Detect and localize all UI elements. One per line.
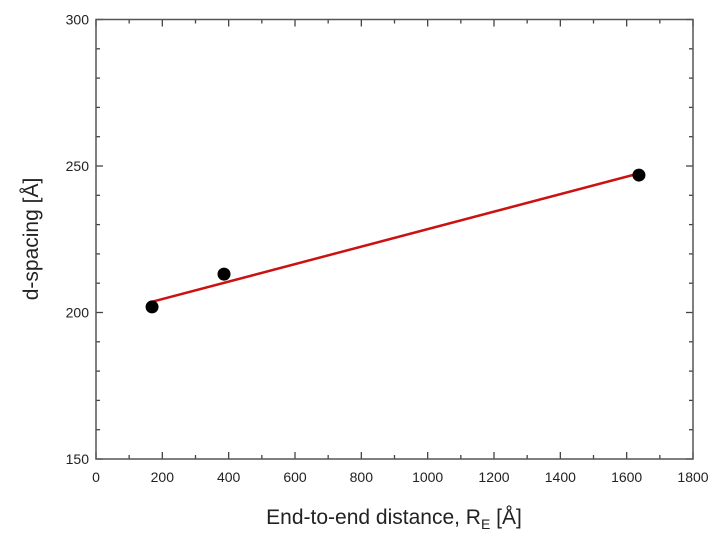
x-tick-label: 600	[283, 469, 307, 485]
ticks	[95, 18, 694, 460]
y-tick-label: 250	[66, 158, 90, 174]
x-tick-label: 1600	[611, 469, 642, 485]
data-point	[632, 168, 646, 182]
x-tick-label: 800	[350, 469, 374, 485]
plot-frame	[95, 18, 694, 460]
y-tick-label: 150	[66, 451, 90, 467]
x-tick-label: 1800	[677, 469, 708, 485]
x-tick-label: 0	[92, 469, 100, 485]
y-tick-label: 200	[66, 305, 90, 321]
x-tick-label: 1400	[545, 469, 576, 485]
x-axis-label: End-to-end distance, RE [Å]	[266, 506, 522, 532]
tick-labels: 0 200 400 600 800 1000 1200 1400 1600 1800 150 200 2…	[66, 12, 709, 486]
fit-line-group	[152, 172, 640, 303]
data-point	[145, 300, 159, 314]
x-tick-label: 200	[151, 469, 175, 485]
data-point	[217, 267, 231, 281]
fit-line	[152, 172, 640, 303]
x-tick-label: 1200	[478, 469, 509, 485]
data-points	[145, 168, 646, 314]
y-tick-label: 300	[66, 12, 90, 28]
y-axis-label: d-spacing [Å]	[20, 178, 43, 301]
x-tick-label: 1000	[412, 469, 443, 485]
x-tick-label: 400	[217, 469, 241, 485]
